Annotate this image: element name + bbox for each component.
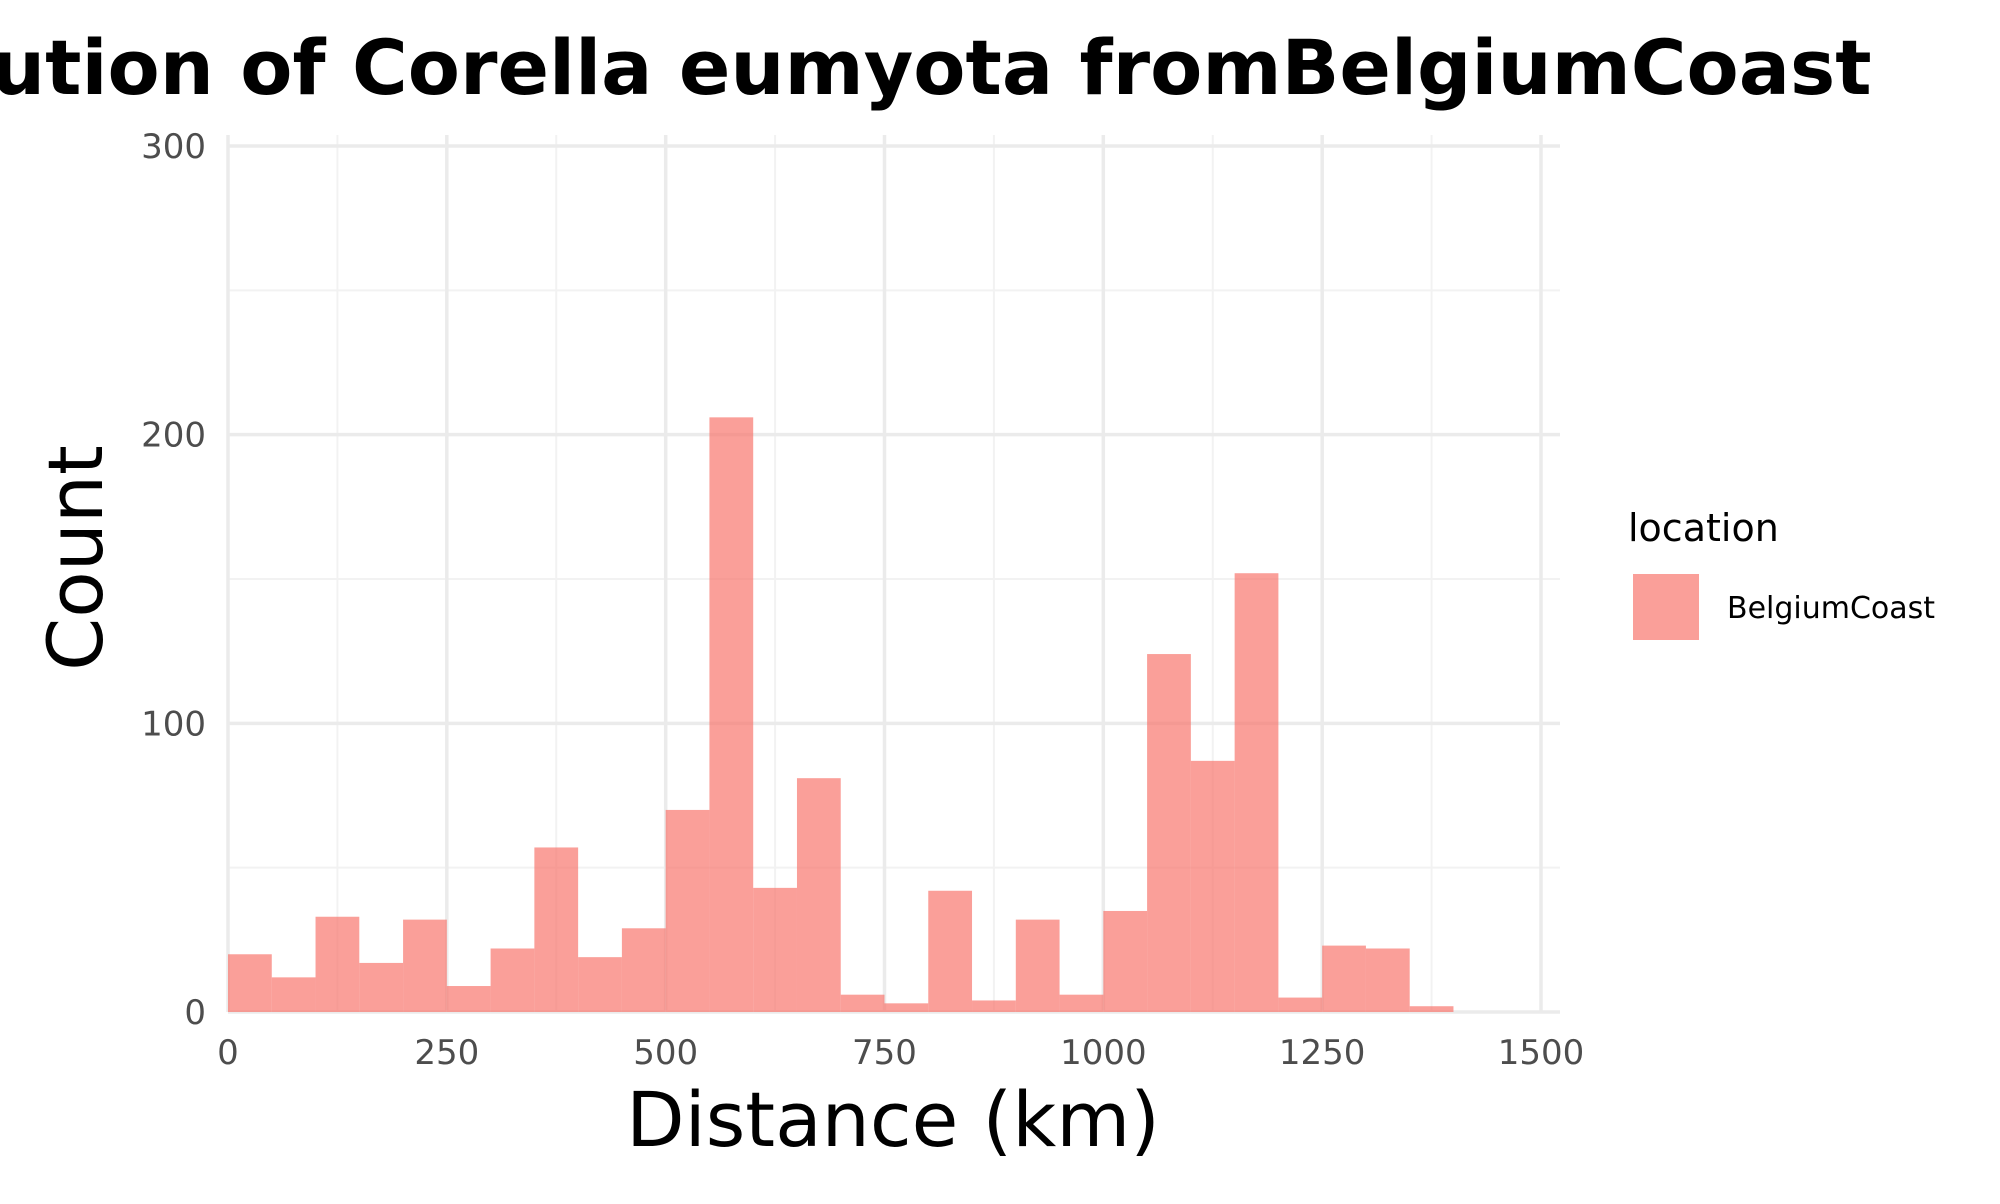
x-tick-label: 1000 [1060,1033,1147,1073]
histogram-bar [972,1000,1016,1012]
histogram-bar [578,957,622,1012]
legend-label-belgiumcoast: BelgiumCoast [1727,591,1935,626]
histogram-bar [709,417,754,1012]
y-tick-label: 200 [141,416,206,456]
x-axis-ticks: 0 250 500 750 1000 1250 1500 [217,1033,1584,1073]
histogram-bar [1322,945,1366,1012]
histogram-bar [271,977,316,1012]
x-axis-title: Distance (km) [626,1075,1160,1164]
histogram-bar [1015,919,1060,1012]
legend-title: location [1628,506,1779,550]
legend-key-belgiumcoast [1633,574,1699,640]
y-tick-label: 0 [184,993,206,1033]
histogram-bar [665,809,710,1012]
histogram-bar [1147,654,1191,1012]
grid-lines [226,135,1560,1014]
histogram-bar [1409,1006,1454,1012]
histogram-bar [1190,760,1235,1012]
histogram-bars [228,417,1454,1012]
y-tick-label: 100 [141,704,206,744]
histogram-bar [796,778,841,1012]
x-tick-label: 500 [633,1033,698,1073]
histogram-bar [359,962,404,1012]
histogram-bar [446,986,491,1012]
histogram-bar [928,890,973,1012]
histogram-bar [315,916,360,1012]
histogram-bar [403,919,447,1012]
y-axis-ticks: 0 100 200 300 [141,127,206,1033]
chart-title: Distribution of Corella eumyota fromBelg… [0,23,1872,112]
x-tick-label: 250 [414,1033,479,1073]
x-tick-label: 1500 [1498,1033,1585,1073]
x-tick-label: 1250 [1279,1033,1366,1073]
histogram-bar [1278,997,1323,1012]
histogram-bar [228,954,272,1012]
x-tick-label: 0 [217,1033,239,1073]
histogram-bar [840,994,885,1012]
x-tick-label: 750 [852,1033,917,1073]
histogram-bar [490,948,535,1012]
y-tick-label: 300 [141,127,206,167]
histogram-bar [1365,948,1410,1012]
histogram-bar [1059,994,1104,1012]
legend: location BelgiumCoast [1628,506,1935,640]
histogram-bar [884,1003,929,1012]
histogram-bar [534,847,579,1012]
histogram-bar [753,887,797,1012]
histogram-bar [621,928,666,1012]
y-axis-title: Count [31,445,120,671]
histogram-bar [1103,910,1148,1012]
histogram-bar [1234,573,1279,1012]
